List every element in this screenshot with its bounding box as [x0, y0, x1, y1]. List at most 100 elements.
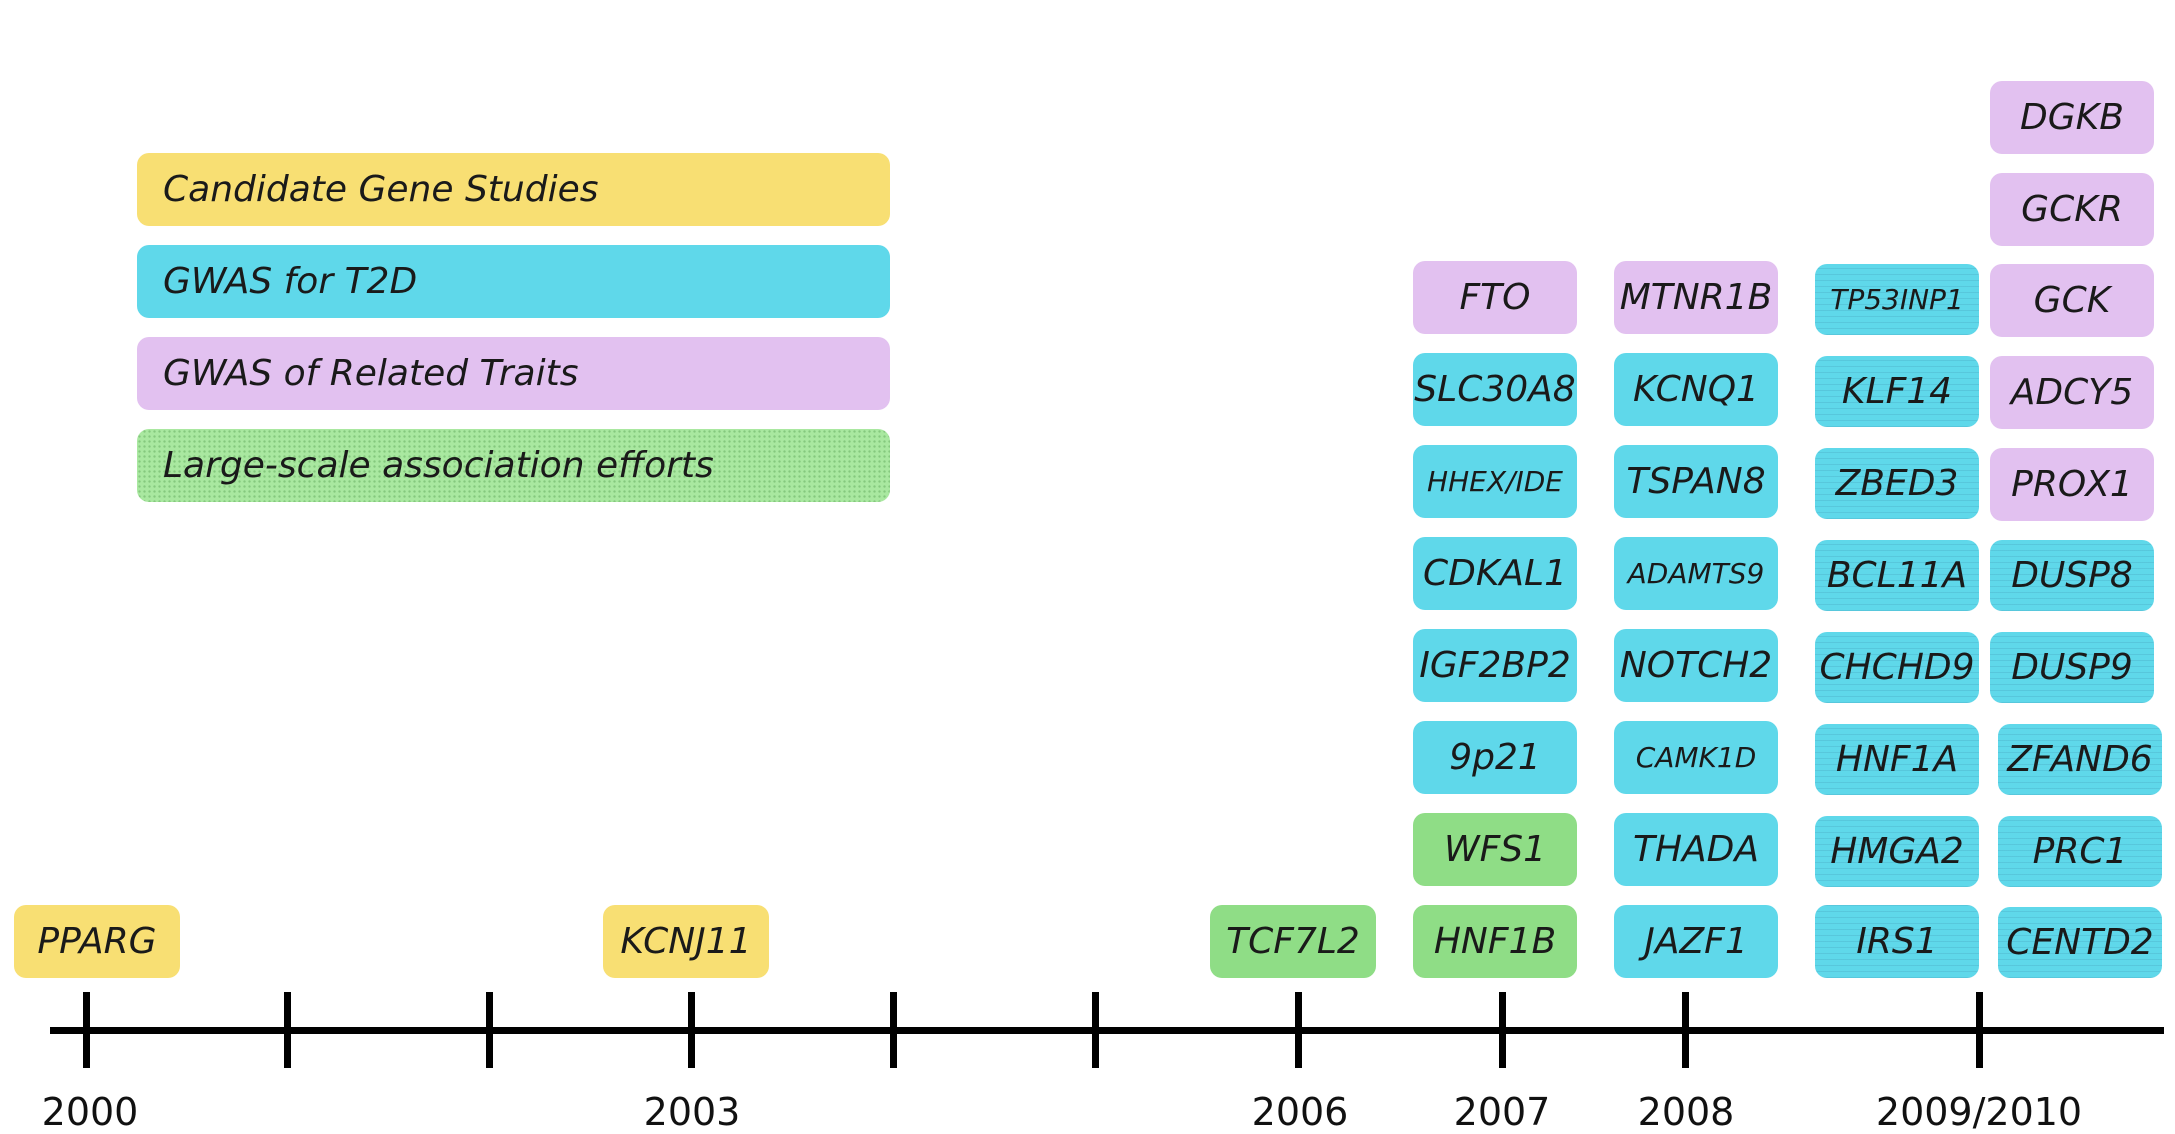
gene-label: HHEX/IDE	[1427, 465, 1563, 498]
gene-box-tp53inp1: TP53INP1	[1815, 264, 1979, 335]
timeline-tick	[688, 992, 695, 1068]
timeline-axis	[50, 1027, 2164, 1034]
gene-label: DGKB	[2020, 97, 2124, 138]
gene-box-hnf1b: HNF1B	[1413, 905, 1577, 978]
gene-label: SLC30A8	[1414, 369, 1576, 410]
gene-label: HMGA2	[1830, 831, 1964, 872]
timeline-tick	[1682, 992, 1689, 1068]
year-label-2000: 2000	[41, 1090, 139, 1134]
legend-candidate-gene-studies: Candidate Gene Studies	[137, 153, 890, 226]
gene-label: DUSP9	[2011, 647, 2133, 688]
gene-box-gckr: GCKR	[1990, 173, 2154, 246]
gene-box-tspan8: TSPAN8	[1614, 445, 1778, 518]
gene-label: JAZF1	[1644, 921, 1748, 962]
timeline-tick	[1092, 992, 1099, 1068]
legend-label: GWAS for T2D	[163, 261, 418, 302]
gene-box-bcl11a: BCL11A	[1815, 540, 1979, 611]
legend-gwas-related-traits: GWAS of Related Traits	[137, 337, 890, 410]
gene-label: KCNJ11	[620, 921, 752, 962]
gene-label: CDKAL1	[1422, 553, 1568, 594]
gene-box-kcnq1: KCNQ1	[1614, 353, 1778, 426]
gene-label: CENTD2	[2006, 922, 2154, 963]
gene-box-notch2: NOTCH2	[1614, 629, 1778, 702]
legend-label: Candidate Gene Studies	[163, 169, 599, 210]
gene-box-chchd9: CHCHD9	[1815, 632, 1979, 703]
gene-box-pparg: PPARG	[14, 905, 180, 978]
gene-label: ADAMTS9	[1627, 557, 1765, 590]
gene-label: THADA	[1632, 829, 1760, 870]
gene-box-prox1: PROX1	[1990, 448, 2154, 521]
gene-label: GCK	[2033, 280, 2111, 321]
gene-box-prc1: PRC1	[1998, 816, 2162, 887]
gene-label: ADCY5	[2010, 372, 2134, 413]
timeline-tick	[1499, 992, 1506, 1068]
gene-box-gck: GCK	[1990, 264, 2154, 337]
gene-label: KCNQ1	[1633, 369, 1759, 410]
gene-label: HNF1A	[1835, 739, 1959, 780]
gene-box-camk1d: CAMK1D	[1614, 721, 1778, 794]
gene-label: PROX1	[2011, 464, 2133, 505]
gene-label: CHCHD9	[1819, 647, 1975, 688]
gene-label: PPARG	[37, 921, 157, 962]
timeline-tick	[486, 992, 493, 1068]
gene-box-klf14: KLF14	[1815, 356, 1979, 427]
legend-label: GWAS of Related Traits	[163, 353, 579, 394]
gene-box-kcnj11: KCNJ11	[603, 905, 769, 978]
gene-box-9p21: 9p21	[1413, 721, 1577, 794]
gene-box-hnf1a: HNF1A	[1815, 724, 1979, 795]
gene-box-jazf1: JAZF1	[1614, 905, 1778, 978]
gene-box-wfs1: WFS1	[1413, 813, 1577, 886]
gene-label: TCF7L2	[1226, 921, 1360, 962]
gene-box-fto: FTO	[1413, 261, 1577, 334]
gene-box-thada: THADA	[1614, 813, 1778, 886]
year-label-2007: 2007	[1453, 1090, 1551, 1134]
gene-box-zfand6: ZFAND6	[1998, 724, 2162, 795]
timeline-tick	[1295, 992, 1302, 1068]
gene-box-dusp8: DUSP8	[1990, 540, 2154, 611]
gene-label: BCL11A	[1826, 555, 1968, 596]
gene-box-hmga2: HMGA2	[1815, 816, 1979, 887]
gene-box-igf2bp2: IGF2BP2	[1413, 629, 1577, 702]
gene-label: HNF1B	[1433, 921, 1557, 962]
gene-label: IRS1	[1856, 921, 1938, 962]
gene-box-mtnr1b: MTNR1B	[1614, 261, 1778, 334]
gene-label: IGF2BP2	[1419, 645, 1571, 686]
gene-box-adcy5: ADCY5	[1990, 356, 2154, 429]
gene-label: MTNR1B	[1619, 277, 1773, 318]
timeline-tick	[890, 992, 897, 1068]
gene-label: GCKR	[2021, 189, 2123, 230]
gene-box-irs1: IRS1	[1815, 905, 1979, 978]
timeline-tick	[1976, 992, 1983, 1068]
timeline-tick	[284, 992, 291, 1068]
year-label-2008: 2008	[1637, 1090, 1735, 1134]
gene-box-hhex-ide: HHEX/IDE	[1413, 445, 1577, 518]
timeline-tick	[83, 992, 90, 1068]
legend-large-scale-efforts: Large-scale association efforts	[137, 429, 890, 502]
gene-box-cdkal1: CDKAL1	[1413, 537, 1577, 610]
gene-label: 9p21	[1449, 737, 1541, 778]
gene-box-centd2: CENTD2	[1998, 907, 2162, 978]
gene-box-adamts9: ADAMTS9	[1614, 537, 1778, 610]
gene-label: ZFAND6	[2007, 739, 2153, 780]
gene-box-zbed3: ZBED3	[1815, 448, 1979, 519]
gene-label: PRC1	[2032, 831, 2128, 872]
gene-label: ZBED3	[1835, 463, 1959, 504]
gene-label: WFS1	[1443, 829, 1547, 870]
gene-label: KLF14	[1841, 371, 1953, 412]
gene-box-dgkb: DGKB	[1990, 81, 2154, 154]
gene-label: DUSP8	[2011, 555, 2133, 596]
year-label-2003: 2003	[643, 1090, 741, 1134]
legend-gwas-t2d: GWAS for T2D	[137, 245, 890, 318]
gene-label: NOTCH2	[1619, 645, 1773, 686]
gene-label: FTO	[1459, 277, 1531, 318]
year-label-2006: 2006	[1251, 1090, 1349, 1134]
gene-label: TP53INP1	[1830, 283, 1964, 316]
gene-label: CAMK1D	[1635, 741, 1757, 774]
legend-label: Large-scale association efforts	[163, 445, 714, 486]
gene-box-tcf7l2: TCF7L2	[1210, 905, 1376, 978]
gene-label: TSPAN8	[1626, 461, 1766, 502]
gene-box-slc30a8: SLC30A8	[1413, 353, 1577, 426]
year-label-2009-2010: 2009/2010	[1875, 1090, 2083, 1134]
gene-box-dusp9: DUSP9	[1990, 632, 2154, 703]
